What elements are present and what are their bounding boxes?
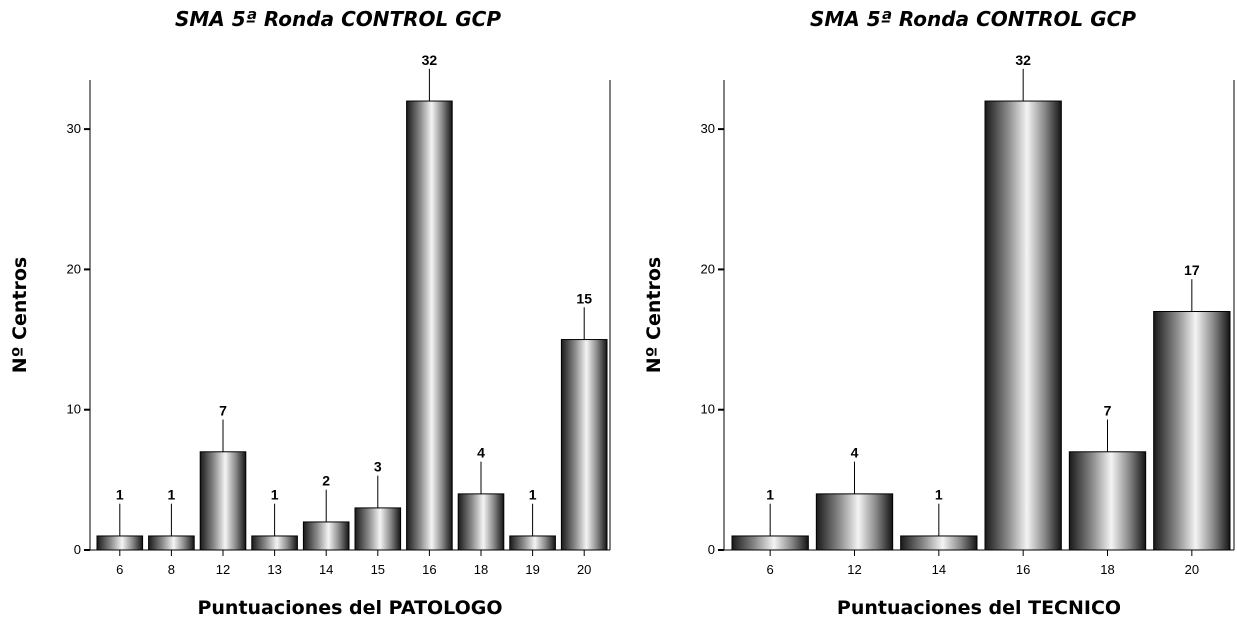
data-label: 2 (322, 473, 330, 489)
x-tick-label: 19 (525, 562, 539, 577)
x-tick-label: 18 (474, 562, 488, 577)
chart-title: SMA 5ª Ronda CONTROL GCP (810, 7, 1136, 31)
bar (1068, 451, 1147, 551)
x-tick-label: 14 (319, 562, 333, 577)
y-tick-label: 20 (701, 261, 715, 276)
data-label: 1 (935, 487, 943, 503)
bar (509, 535, 556, 551)
x-tick-label: 12 (216, 562, 230, 577)
bar (199, 451, 247, 551)
bar (96, 535, 144, 551)
x-tick-label: 20 (1185, 562, 1199, 577)
x-axis-label: Puntuaciones del TECNICO (837, 597, 1121, 619)
x-tick-label: 15 (371, 562, 385, 577)
data-label: 7 (1104, 403, 1112, 419)
data-label: 32 (1015, 52, 1031, 68)
bar (731, 535, 809, 551)
data-label: 1 (271, 487, 279, 503)
bar (251, 535, 298, 551)
x-tick-label: 8 (168, 562, 175, 577)
data-label: 7 (219, 403, 227, 419)
y-tick-label: 10 (701, 402, 715, 417)
y-tick-label: 30 (701, 121, 715, 136)
data-label: 32 (422, 52, 438, 68)
x-tick-label: 6 (767, 562, 774, 577)
bar (900, 535, 978, 551)
bar (1153, 310, 1231, 551)
y-tick-label: 0 (74, 542, 81, 557)
x-tick-label: 20 (577, 562, 591, 577)
x-tick-label: 16 (422, 562, 436, 577)
data-label: 4 (477, 445, 485, 461)
data-label: 1 (116, 487, 124, 503)
data-label: 3 (374, 459, 382, 475)
chart-1: SMA 5ª Ronda CONTROL GCP Nº Centros Puntua… (9, 7, 611, 619)
bar (302, 521, 350, 551)
y-tick-label: 20 (67, 261, 81, 276)
x-tick-label: 12 (847, 562, 861, 577)
bar (406, 100, 453, 551)
data-label: 17 (1184, 262, 1200, 278)
data-label: 1 (529, 487, 537, 503)
y-tick-label: 10 (67, 402, 81, 417)
data-label: 4 (851, 445, 859, 461)
x-tick-label: 13 (267, 562, 281, 577)
x-tick-label: 14 (932, 562, 946, 577)
y-tick-label: 30 (67, 121, 81, 136)
bar (457, 493, 505, 551)
x-axis-label: Puntuaciones del PATOLOGO (197, 597, 502, 619)
data-label: 1 (766, 487, 774, 503)
x-tick-label: 16 (1016, 562, 1030, 577)
x-tick-label: 6 (116, 562, 123, 577)
y-tick-label: 0 (708, 542, 715, 557)
x-tick-label: 18 (1100, 562, 1114, 577)
bar (354, 507, 402, 551)
bar (148, 535, 195, 551)
chart-2: SMA 5ª Ronda CONTROL GCP Nº Centros Puntua… (643, 7, 1235, 619)
bar (560, 339, 608, 551)
data-label: 1 (168, 487, 176, 503)
chart-title: SMA 5ª Ronda CONTROL GCP (175, 7, 501, 31)
bar (815, 493, 894, 551)
bar (984, 100, 1062, 551)
y-axis-label: Nº Centros (9, 257, 31, 373)
data-label: 15 (576, 290, 592, 306)
y-axis-label: Nº Centros (643, 257, 665, 373)
